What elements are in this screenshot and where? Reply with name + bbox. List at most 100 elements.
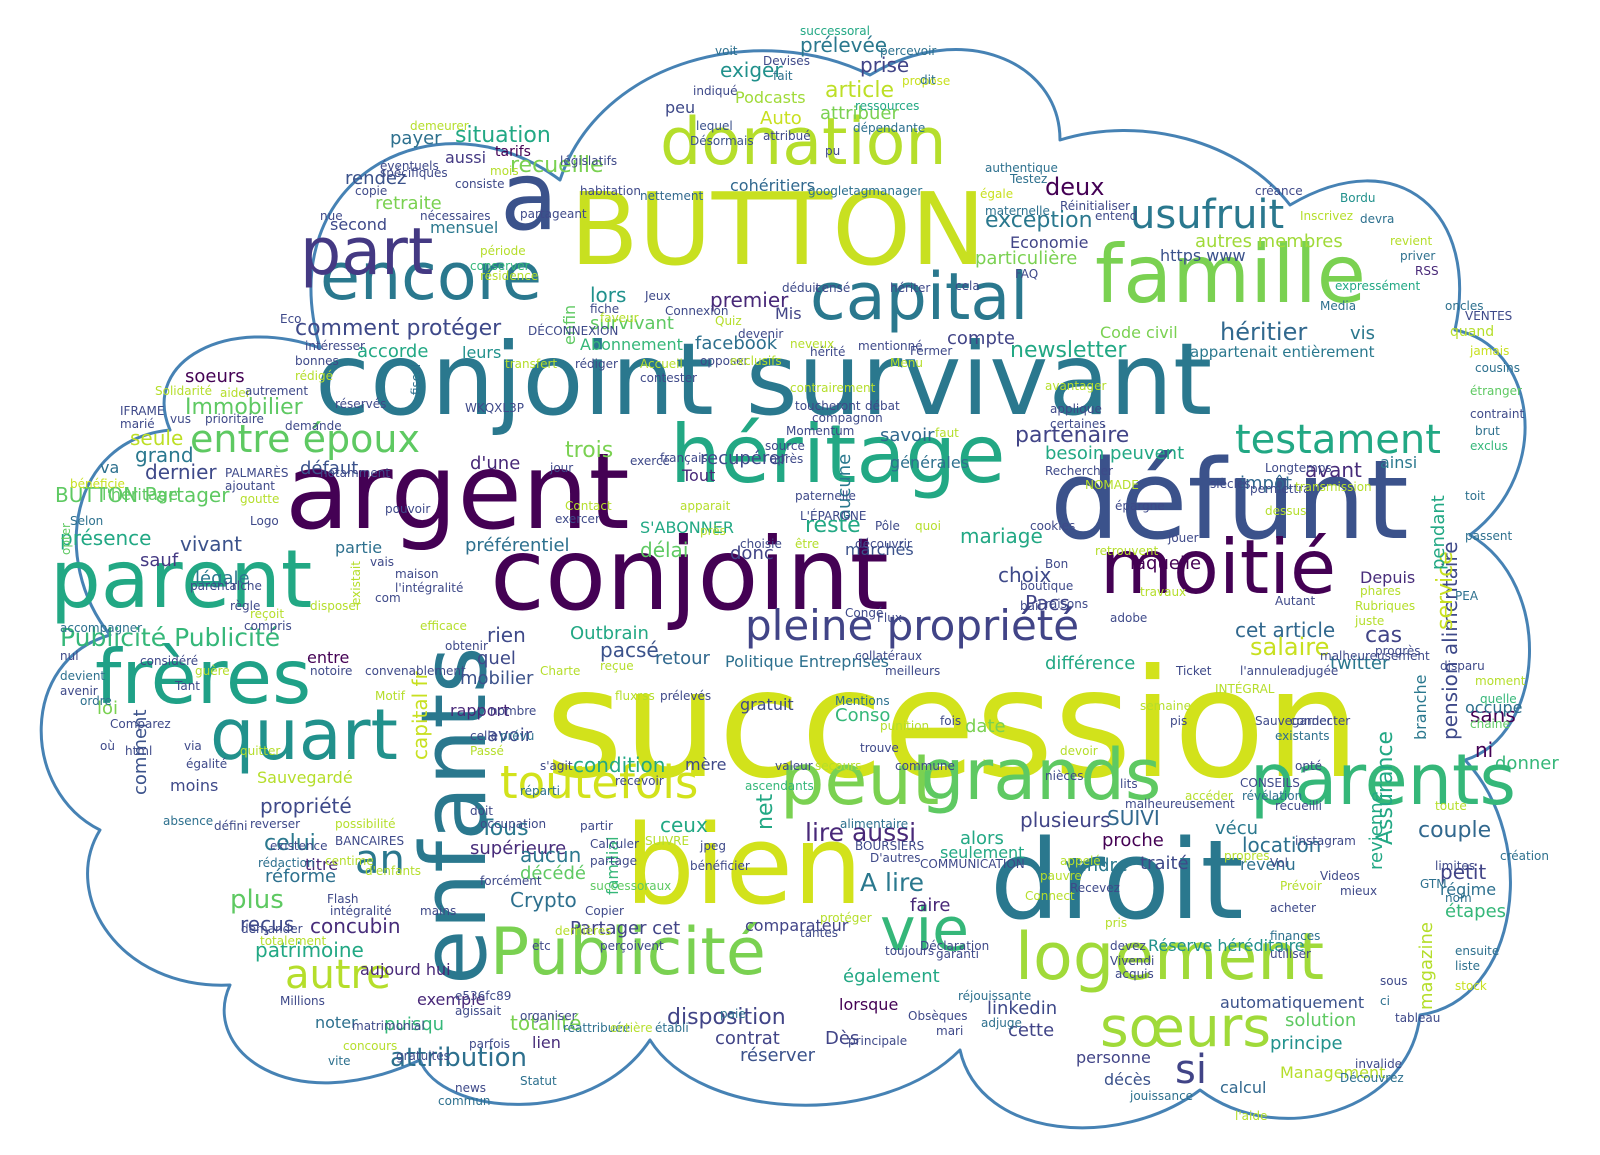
word-condition: condition	[573, 753, 666, 777]
word-principe: principe	[1270, 1033, 1343, 1054]
word-aujourd-hui: aujourd hui	[360, 960, 451, 979]
word-ticket: Ticket	[1176, 664, 1212, 678]
word-ascendants: ascendants	[745, 779, 814, 793]
word-redige: rédigé	[295, 369, 334, 383]
word-parent: parent	[50, 533, 313, 626]
word-garanti: garanti	[936, 947, 979, 961]
word-ordre: ordre	[80, 694, 112, 708]
word-tout: Tout	[682, 466, 716, 485]
word-authentique: authentique	[985, 161, 1058, 175]
word-beneficier: bénéficier	[690, 859, 750, 873]
word-chaine: chaine	[1470, 717, 1510, 731]
word-vis: vis	[1350, 323, 1376, 344]
word-revienne: revienne	[1366, 791, 1387, 870]
word-mentions: Mentions	[835, 694, 890, 708]
word-choix: choix	[998, 563, 1052, 587]
word-quel: quel	[477, 648, 516, 669]
word-reserve-hereditaire: Réserve héréditaire	[1148, 936, 1305, 955]
word-revenu: revenu	[1240, 855, 1296, 874]
word-defini: défini	[214, 819, 248, 833]
word-partie: partie	[335, 538, 383, 557]
word-contester: contester	[640, 371, 697, 385]
word-opte: opté	[1295, 759, 1323, 773]
word-vie: vie	[880, 895, 970, 965]
word-trois: trois	[565, 438, 614, 463]
word-paie: paie	[720, 1007, 746, 1021]
word-pis: pis	[1170, 714, 1188, 728]
word-neveux: neveux	[790, 337, 835, 351]
word-debat: débat	[865, 399, 900, 413]
word-argent: argent	[285, 431, 630, 553]
word-totalite: totalité	[510, 1011, 582, 1035]
word-acceder: accéder	[1185, 789, 1233, 803]
word-existence: existence	[270, 839, 328, 853]
word-possibilite: possibilité	[335, 817, 396, 831]
word-bon: Bon	[1045, 557, 1069, 571]
word-si: si	[1175, 1047, 1207, 1093]
word-appele: appelé	[1060, 854, 1101, 868]
word-second: second	[330, 215, 388, 234]
word-lequel: lequel	[696, 119, 733, 133]
word-pole: Pôle	[875, 519, 900, 533]
word-l-epargne: L'ÉPARGNE	[800, 509, 867, 523]
word-mere: mère	[685, 755, 727, 774]
word-googletagmanager: googletagmanager	[808, 184, 923, 198]
word-jour: jour	[550, 461, 574, 475]
word-secours: secours	[815, 759, 862, 773]
word-l-annuler: l'annuler	[1240, 664, 1293, 678]
word-jeux: Jeux	[645, 289, 671, 303]
word-presence: présence	[60, 526, 152, 550]
word-rendez: rendez	[345, 168, 407, 189]
word-compris: compris	[244, 619, 292, 633]
word-economie: Economie	[1010, 233, 1089, 252]
word-donner: donner	[1495, 753, 1559, 774]
word-certaines: certaines	[1050, 417, 1106, 431]
word-exercer: exercer	[555, 512, 600, 526]
word-calculer: Calculer	[590, 837, 639, 851]
word-revelation: révélation	[1242, 789, 1303, 803]
word-avoir: avoir	[487, 725, 533, 746]
word-entre-epoux: entre époux	[190, 417, 420, 461]
word-https-www: https www	[1160, 246, 1246, 265]
word-fluxrss: fluxrss	[615, 689, 655, 703]
word-premier: premier	[710, 288, 789, 312]
word-mieux: mieux	[1340, 884, 1378, 898]
word-ventes: VENTES	[1465, 309, 1513, 323]
word-etc: etc	[532, 939, 551, 953]
word-source: source	[765, 439, 805, 453]
word-toute: toute	[1435, 799, 1467, 813]
word-grand: grand	[135, 443, 194, 467]
word-invalide: invalide	[1355, 1057, 1403, 1071]
word-bail: bail	[1020, 599, 1042, 613]
word-ceux: ceux	[660, 813, 708, 837]
word-preferentiel: préférentiel	[465, 535, 570, 556]
word-cela: cela	[955, 279, 980, 293]
word-recevoir: recevoir	[615, 774, 664, 788]
word-auto: Auto	[760, 108, 802, 129]
word-mains: mains	[420, 904, 457, 918]
word-heritage: héritage	[670, 408, 1006, 501]
word-vecu: vécu	[1215, 818, 1259, 839]
word-charte: Charte	[540, 664, 581, 678]
word-jamais: jamais	[1470, 344, 1510, 358]
word-pres: près	[700, 524, 726, 538]
word-legislatifs: législatifs	[560, 154, 618, 168]
word-applique: applique	[1050, 402, 1102, 416]
word-obtenir: obtenir	[445, 639, 488, 653]
word-depuis: Depuis	[1360, 568, 1416, 587]
word-jouer: jouer	[1168, 531, 1199, 545]
word-linkedin: linkedin	[987, 998, 1058, 1019]
word-mensuel: mensuel	[430, 218, 499, 237]
word-opter: opter	[59, 523, 73, 555]
word-priver: priver	[1400, 249, 1436, 263]
word-iframe: IFRAME	[120, 404, 165, 418]
word-personne: personne	[1076, 1048, 1151, 1067]
word-creation: création	[1500, 849, 1549, 863]
word-videos: Videos	[1320, 869, 1360, 883]
word-donc: donc	[730, 543, 774, 564]
word-demeurer: demeurer	[410, 119, 469, 133]
word-avantager: avantager	[1045, 379, 1107, 393]
word-recus: reçus	[240, 912, 295, 936]
word-siecles: siècles	[1210, 477, 1251, 491]
word-net: net	[753, 793, 778, 830]
